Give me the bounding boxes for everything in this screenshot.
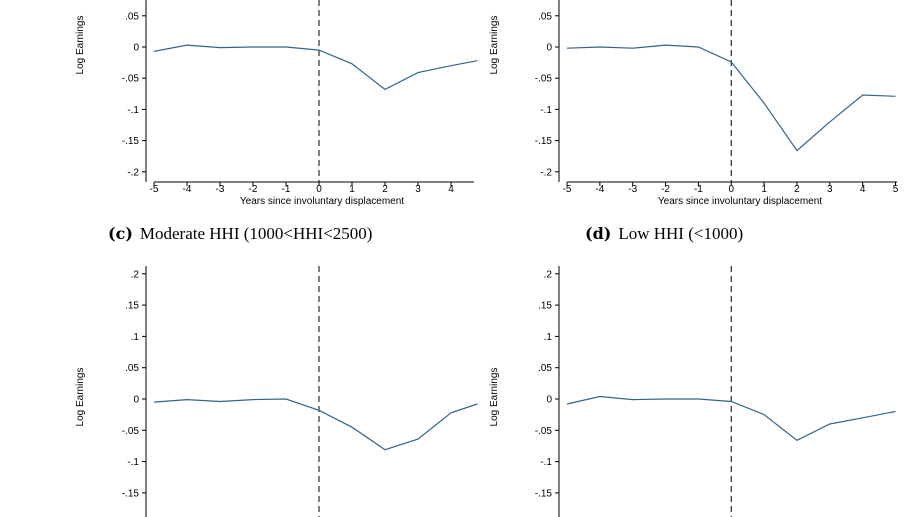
x-axis-label: Years since involuntary displacement <box>240 196 404 207</box>
caption-c-text: Moderate HHI (1000<HHI<2500) <box>140 224 373 243</box>
y-tick-label: 0 <box>546 43 552 54</box>
y-tick-label: .2 <box>131 269 140 280</box>
caption-d: (d) Low HHI (<1000) <box>585 224 743 243</box>
y-axis-label: Log Earnings <box>489 368 500 427</box>
x-tick-label: 2 <box>382 184 388 195</box>
y-tick-label: .1 <box>544 332 553 343</box>
chart-panel-2: .2 .15 .1 .05 0 -.05 -.1 -.15 Log Earnings <box>75 266 478 517</box>
y-tick-label: .05 <box>538 363 552 374</box>
y-tick-label: 0 <box>546 395 552 406</box>
caption-c: (c) Moderate HHI (1000<HHI<2500) <box>108 224 372 243</box>
x-tick-label: 3 <box>827 184 833 195</box>
y-tick-label: -.15 <box>122 488 140 499</box>
x-tick-label: -4 <box>595 184 604 195</box>
chart-panel-0: .05 0 -.05 -.1 -.15 -.2 -5 -4 -3 -2 -1 0 1 2 3 4 Years s… <box>75 0 478 207</box>
x-tick-label: -4 <box>183 184 192 195</box>
caption-d-text: Low HHI (<1000) <box>618 224 743 243</box>
y-axis-label: Log Earnings <box>75 16 86 75</box>
y-tick-label: -.05 <box>122 74 140 85</box>
x-tick-label: 4 <box>448 184 454 195</box>
x-tick-label: -3 <box>628 184 637 195</box>
y-tick-label: 0 <box>133 43 139 54</box>
y-tick-label: .15 <box>538 301 552 312</box>
y-tick-label: -.15 <box>122 136 140 147</box>
caption-d-label: (d) <box>585 224 611 243</box>
chart-panel-3: .2 .15 .1 .05 0 -.05 -.1 -.15 Log Earnings <box>489 266 896 517</box>
x-tick-label: -2 <box>661 184 670 195</box>
y-tick-label: .05 <box>125 11 139 22</box>
y-tick-label: 0 <box>133 395 139 406</box>
y-tick-label: -.15 <box>535 136 553 147</box>
x-tick-label: -5 <box>150 184 159 195</box>
y-tick-label: -.05 <box>535 426 553 437</box>
series-line <box>566 395 896 442</box>
x-tick-label: 0 <box>316 184 322 195</box>
y-axis-label: Log Earnings <box>489 16 500 75</box>
x-tick-label: 1 <box>761 184 767 195</box>
y-tick-label: -.1 <box>540 105 552 116</box>
caption-c-label: (c) <box>108 224 133 243</box>
x-tick-label: -3 <box>216 184 225 195</box>
series-line <box>153 44 478 91</box>
y-tick-label: .15 <box>125 301 139 312</box>
y-tick-label: -.05 <box>535 74 553 85</box>
y-tick-label: -.2 <box>127 167 139 178</box>
y-tick-label: -.15 <box>535 488 553 499</box>
y-tick-label: .05 <box>538 11 552 22</box>
x-tick-label: -2 <box>249 184 258 195</box>
y-tick-label: -.05 <box>122 426 140 437</box>
y-tick-label: -.1 <box>540 457 552 468</box>
x-tick-label: 0 <box>728 184 734 195</box>
x-tick-label: 3 <box>415 184 421 195</box>
series-line <box>153 398 478 451</box>
y-tick-label: -.1 <box>127 105 139 116</box>
x-tick-label: -1 <box>694 184 703 195</box>
x-tick-label: -5 <box>563 184 572 195</box>
y-tick-label: .2 <box>544 269 553 280</box>
y-tick-label: -.1 <box>127 457 139 468</box>
x-tick-label: 1 <box>349 184 355 195</box>
y-tick-label: -.2 <box>540 167 552 178</box>
y-tick-label: .1 <box>131 332 140 343</box>
y-tick-label: .05 <box>125 363 139 374</box>
x-tick-label: -1 <box>282 184 291 195</box>
chart-panel-1: .05 0 -.05 -.1 -.15 -.2 -5 -4 -3 -2 -1 0 1 2 3 4 5 Years … <box>489 0 899 207</box>
series-line <box>566 44 896 152</box>
x-axis-label: Years since involuntary displacement <box>658 196 822 207</box>
x-tick-label: 4 <box>860 184 866 195</box>
y-axis-label: Log Earnings <box>75 368 86 427</box>
x-tick-label: 2 <box>794 184 800 195</box>
x-tick-label: 5 <box>893 184 899 195</box>
